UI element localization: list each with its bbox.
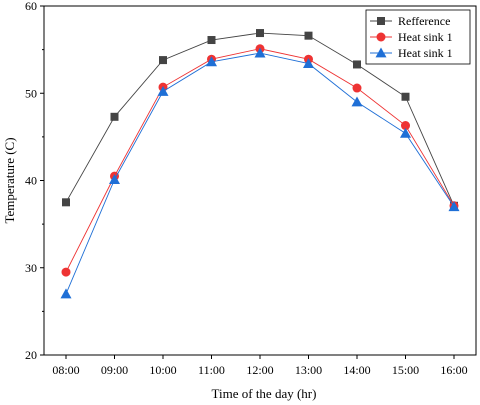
legend-item: Heat sink 1 <box>370 46 453 60</box>
data-point <box>254 47 266 58</box>
x-tick-label: 11:00 <box>198 363 225 377</box>
data-point <box>159 56 167 65</box>
data-point <box>206 56 217 67</box>
series-3 <box>60 47 460 299</box>
data-point <box>303 58 314 68</box>
data-point <box>110 112 119 121</box>
data-point <box>400 127 411 138</box>
legend-marker <box>376 32 386 42</box>
legend: Refference Heat sink 1 Heat sink 1 <box>365 9 471 65</box>
legend-item: Refference <box>370 14 450 28</box>
data-point <box>157 86 169 96</box>
y-tick-label: 40 <box>25 174 37 188</box>
y-tick-label: 50 <box>25 86 37 100</box>
data-point <box>352 83 362 93</box>
y-tick-label: 30 <box>25 261 37 275</box>
series-line <box>65 48 455 273</box>
x-tick-label: 14:00 <box>343 363 370 377</box>
series-line <box>65 52 455 295</box>
data-point <box>256 29 264 38</box>
data-point <box>61 267 71 277</box>
x-tick-label: 16:00 <box>440 363 467 377</box>
legend-marker <box>375 47 387 58</box>
legend-label: Heat sink 1 <box>398 30 453 44</box>
x-tick-label: 15:00 <box>392 363 419 377</box>
data-point <box>401 121 410 131</box>
x-tick-label: 12:00 <box>246 363 273 377</box>
data-point <box>62 198 70 207</box>
x-tick-label: 08:00 <box>52 363 79 377</box>
legend-item: Heat sink 1 <box>370 30 453 44</box>
x-tick-label: 09:00 <box>101 363 128 377</box>
data-point <box>353 60 361 69</box>
data-point <box>401 92 410 101</box>
data-point <box>60 288 72 299</box>
y-tick-label: 60 <box>25 0 37 13</box>
x-tick-label: 10:00 <box>149 363 176 377</box>
legend-marker <box>377 17 385 25</box>
x-tick-label: 13:00 <box>295 363 322 377</box>
data-point <box>448 201 460 212</box>
legend-label: Refference <box>398 14 450 28</box>
x-axis-title: Time of the day (hr) <box>212 386 317 401</box>
data-point <box>109 174 120 185</box>
legend-label: Heat sink 1 <box>398 46 453 60</box>
y-tick-label: 20 <box>25 348 37 362</box>
series-layer <box>60 29 460 299</box>
data-point <box>207 36 216 45</box>
x-axis: 08:00 09:00 10:00 11:00 12:00 13:00 14:00 15:00… <box>52 355 468 377</box>
y-axis: 20 30 40 50 60 <box>25 0 44 362</box>
data-point <box>304 31 313 40</box>
data-point <box>351 96 363 107</box>
series-2 <box>61 44 459 277</box>
y-axis-title: Temperature (C) <box>2 137 17 223</box>
